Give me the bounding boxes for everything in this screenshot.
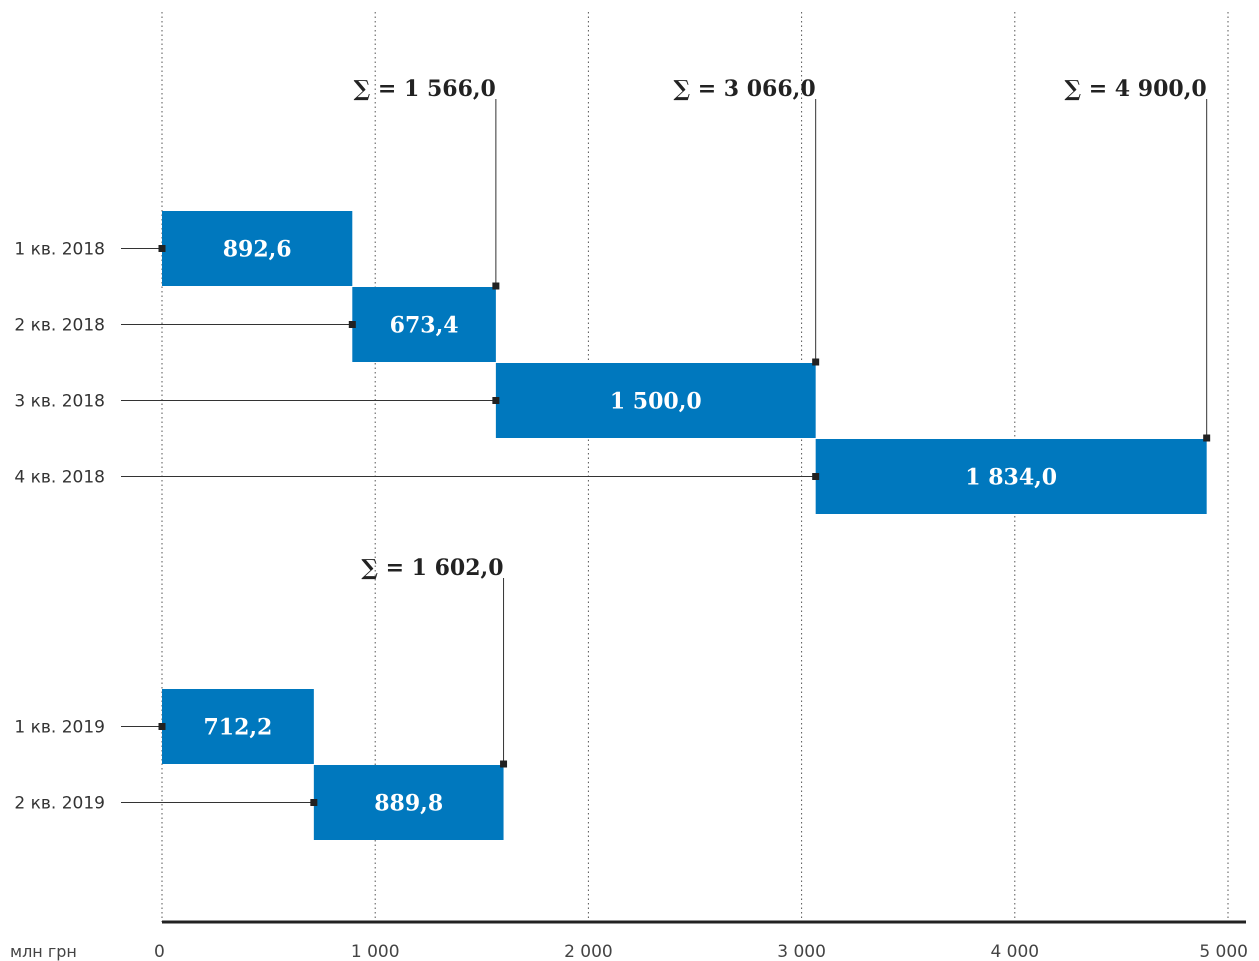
unit-label: млн грн (10, 942, 77, 961)
x-tick-label: 5 000 (1199, 942, 1248, 961)
category-label: 1 кв. 2019 (14, 718, 105, 738)
bar-value-label: 892,6 (223, 237, 292, 263)
bar (313, 765, 504, 840)
sum-label: ∑ = 4 900,0 (1064, 76, 1206, 102)
sum-marker (812, 358, 820, 366)
sum-label: ∑ = 3 066,0 (673, 76, 815, 102)
sum-marker (492, 282, 500, 290)
bar (162, 211, 353, 286)
bar-start-marker (158, 723, 166, 730)
category-label: 2 кв. 2019 (14, 794, 105, 814)
bar (352, 287, 496, 362)
bar-start-marker (158, 245, 166, 252)
bar-start-marker (812, 473, 820, 480)
x-tick-label: 4 000 (990, 942, 1039, 961)
bar-layer: 1 кв. 2018 892,6 2 кв. 2018 673,4 3 кв. 2018… (14, 211, 1207, 840)
sum-marker (1203, 434, 1211, 442)
sum-marker (500, 760, 508, 768)
category-label: 3 кв. 2018 (14, 392, 105, 412)
bar-value-label: 673,4 (390, 313, 459, 339)
bar (495, 363, 816, 438)
x-tick-label: 0 (154, 942, 165, 961)
x-tick-label: 3 000 (777, 942, 826, 961)
sum-label: ∑ = 1 566,0 (354, 76, 496, 102)
bar-value-label: 712,2 (203, 715, 272, 741)
bar (162, 689, 314, 764)
category-label: 2 кв. 2018 (14, 316, 105, 336)
bar (815, 439, 1207, 514)
annotation-layer: ∑ = 1 566,0 ∑ = 3 066,0 ∑ = 4 900,0 ∑ = 1 6… (354, 76, 1211, 768)
sum-label: ∑ = 1 602,0 (361, 555, 503, 581)
bar-start-marker (310, 799, 318, 806)
x-tick-label: 2 000 (564, 942, 613, 961)
bar-value-label: 889,8 (374, 791, 443, 817)
category-label: 1 кв. 2018 (14, 240, 105, 260)
bar-start-marker (348, 321, 356, 328)
bar-value-label: 1 500,0 (610, 389, 702, 415)
bar-start-marker (492, 397, 500, 404)
bar-value-label: 1 834,0 (965, 465, 1057, 491)
axis-layer: млн грн 0 1 000 2 000 3 000 4 000 5 000 (10, 920, 1248, 961)
category-label: 4 кв. 2018 (14, 468, 105, 488)
x-tick-label: 1 000 (351, 942, 400, 961)
